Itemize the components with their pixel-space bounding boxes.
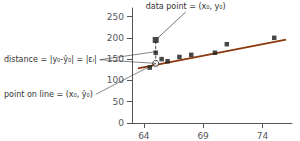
svg-text:point on line = (x₀, ŷ₀): point on line = (x₀, ŷ₀) [4,90,93,99]
svg-text:50: 50 [113,97,125,107]
svg-text:distance = |y₀-ŷ₀| = |εᵢ|: distance = |y₀-ŷ₀| = |εᵢ| [4,55,97,64]
svg-text:64: 64 [138,131,150,141]
svg-text:100: 100 [106,75,124,86]
svg-text:150: 150 [107,54,124,64]
svg-text:0: 0 [118,118,124,128]
svg-text:74: 74 [257,131,269,141]
svg-text:250: 250 [107,12,124,22]
svg-text:69: 69 [197,131,209,141]
svg-text:200: 200 [107,33,124,43]
svg-text:data point = (x₀, y₀): data point = (x₀, y₀) [146,2,226,11]
